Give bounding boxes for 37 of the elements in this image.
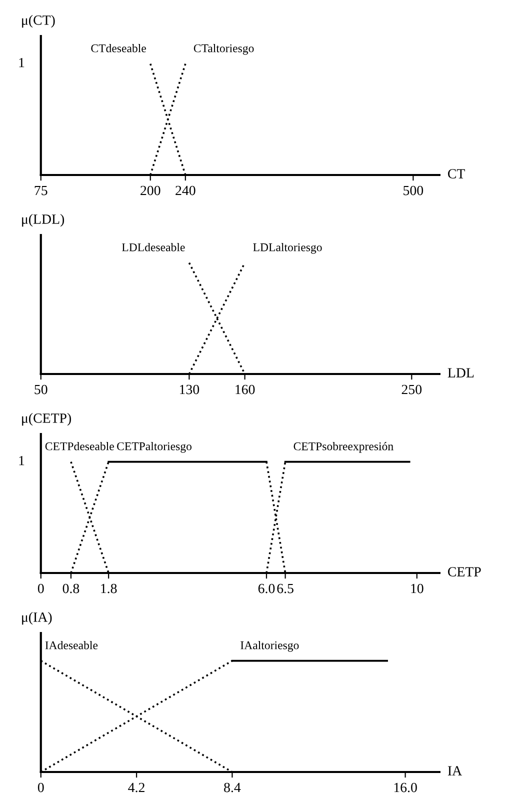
y-axis-title: μ(LDL)	[22, 214, 64, 227]
x-tick-label: 16.0	[394, 782, 417, 792]
x-tick-label: 0	[38, 782, 44, 792]
x-axis-title: LDL	[448, 368, 474, 378]
series-label: CTdeseable	[91, 44, 146, 52]
x-tick-label: 0	[38, 584, 44, 594]
text: 1	[19, 58, 24, 68]
x-tick-label: 500	[404, 186, 424, 196]
series-label: IAaltoriesgo	[240, 640, 299, 652]
x-axis-title: CETP	[448, 567, 481, 576]
x-tick-label: 160	[236, 384, 255, 394]
x-tick-label: 75	[34, 186, 48, 196]
x-tick-label: 200	[140, 186, 160, 196]
x-tick-label: 1.8	[101, 584, 117, 594]
series-label: LDLdeseable	[122, 242, 185, 252]
series-label: IAdeseable	[45, 640, 98, 650]
x-tick-label: 10	[411, 584, 424, 594]
x-tick-label: 130	[180, 384, 200, 394]
series-label: CETPdeseable	[45, 442, 114, 450]
x-tick-label: 4.2	[128, 782, 144, 792]
x-tick-label: 8.4	[224, 782, 241, 792]
x-tick-label: 6.5	[277, 584, 294, 594]
series-label: CETPaltoriesgo	[117, 442, 192, 453]
text: 1	[19, 456, 24, 466]
x-axis-title: CT	[448, 169, 465, 178]
series-label: LDLaltoriesgo	[253, 242, 322, 254]
y-axis-title: μ(CT)	[22, 15, 55, 28]
series-label: CTaltoriesgo	[194, 44, 254, 55]
y-axis-title: μ(IA)	[22, 612, 52, 625]
x-tick-label: 6.0	[258, 584, 275, 594]
x-tick-label: 240	[176, 186, 196, 196]
series-label: CETPsobreexpresión	[294, 442, 394, 453]
y-axis-title: μ(CETP)	[22, 413, 71, 426]
x-tick-label: 250	[402, 384, 422, 394]
x-tick-label: 0.8	[62, 584, 80, 594]
x-axis-title: IA	[448, 766, 462, 776]
x-tick-label: 50	[34, 384, 48, 394]
